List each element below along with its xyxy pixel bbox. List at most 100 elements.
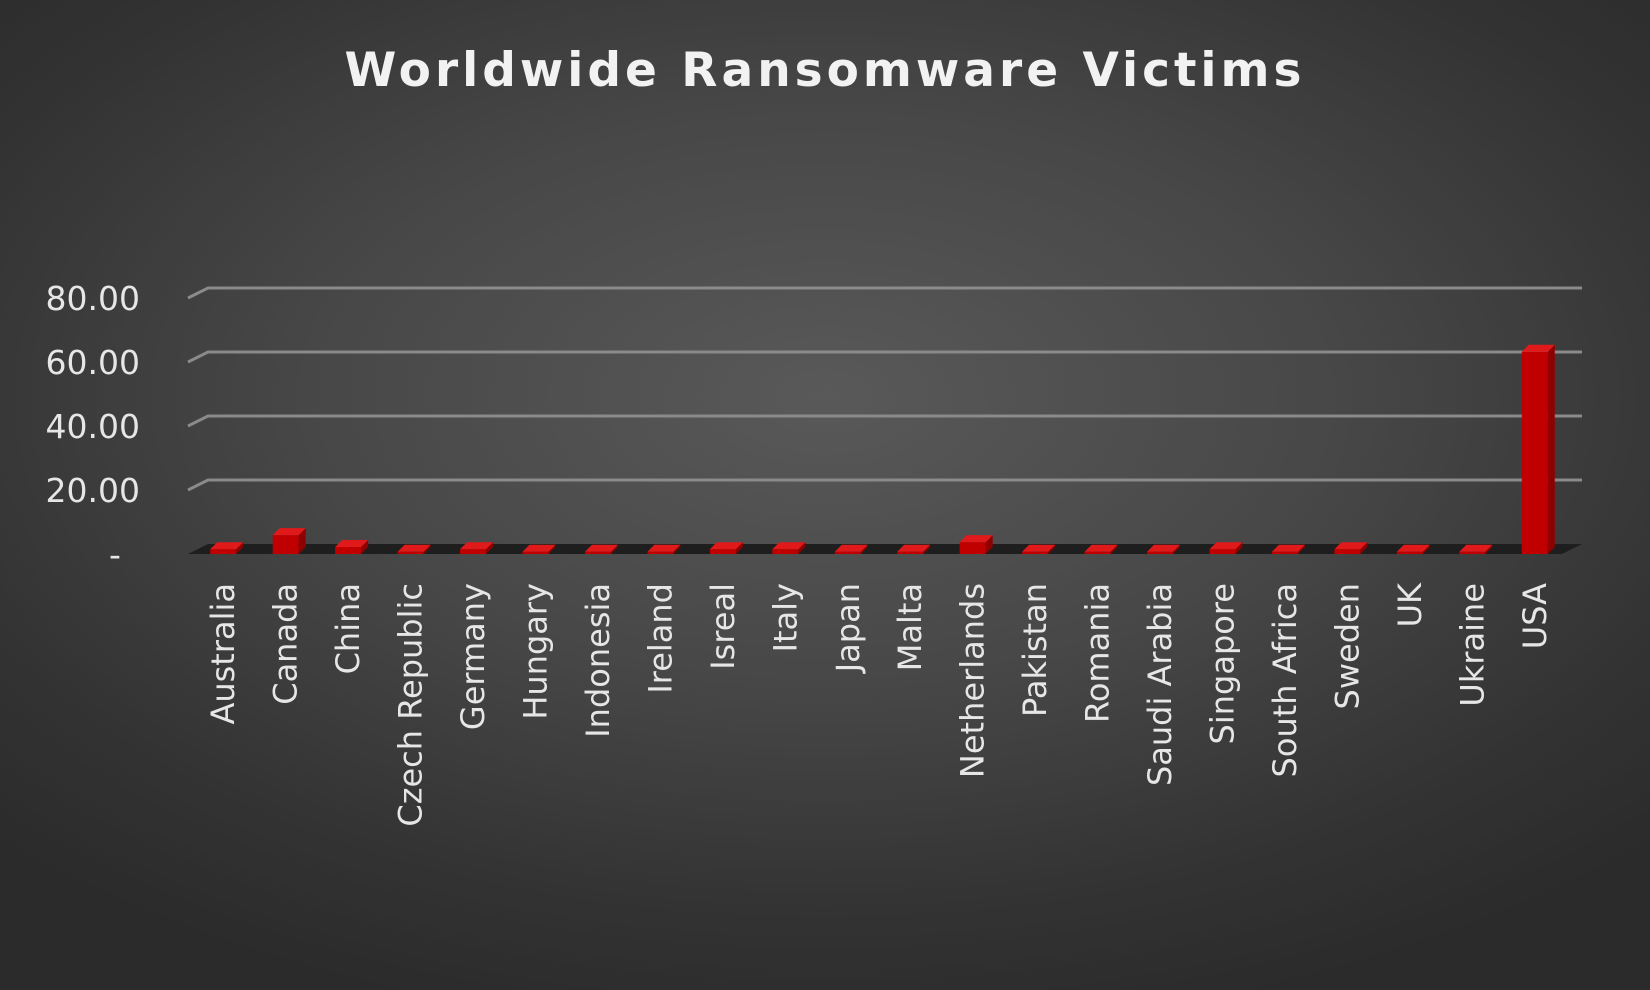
- bar-side: [798, 542, 806, 554]
- gridline: [187, 286, 1582, 300]
- bar-top: [897, 544, 931, 552]
- bar-side: [1297, 544, 1305, 554]
- bar-front: [460, 549, 487, 554]
- bar: [1147, 544, 1181, 554]
- bar: [272, 528, 306, 554]
- bar-side: [673, 544, 681, 554]
- bar-side: [610, 544, 618, 554]
- bar-side: [1360, 542, 1368, 554]
- bar-top: [1271, 544, 1305, 552]
- x-axis-category-labels: Australia Canada China Czech Republic German…: [204, 582, 1554, 827]
- bar-top: [1147, 544, 1181, 552]
- bar-side: [1110, 544, 1118, 554]
- bar-side: [860, 544, 868, 554]
- x-tick-label: Singapore: [1204, 583, 1242, 744]
- bar: [460, 542, 494, 554]
- bar-side: [1048, 544, 1056, 554]
- bar-front: [647, 551, 674, 554]
- bar: [210, 542, 244, 554]
- bar-front: [772, 549, 799, 554]
- bar: [647, 544, 681, 554]
- x-tick-label: Canada: [267, 583, 305, 705]
- bar-front: [335, 546, 362, 554]
- bar-front: [397, 551, 424, 554]
- bar-front: [1334, 549, 1361, 554]
- bar-front: [272, 535, 299, 554]
- bar-front: [1396, 551, 1423, 554]
- bar-top: [335, 539, 369, 547]
- bar-front: [1459, 551, 1486, 554]
- x-tick-label: Czech Republic: [392, 583, 430, 827]
- bar: [1334, 542, 1368, 554]
- x-tick-label: Saudi Arabia: [1141, 583, 1179, 786]
- bar-front: [1271, 551, 1298, 554]
- bar: [1084, 544, 1118, 554]
- bar: [772, 542, 806, 554]
- gridline: [187, 350, 1582, 364]
- bar: [584, 544, 618, 554]
- bar: [959, 535, 993, 554]
- bar-front: [1084, 551, 1111, 554]
- x-tick-label: Ukraine: [1453, 583, 1491, 707]
- x-tick-label: China: [329, 583, 367, 674]
- x-tick-label: Japan: [829, 583, 867, 674]
- x-tick-label: UK: [1391, 582, 1429, 627]
- bar-side: [1485, 544, 1493, 554]
- bar-top: [834, 544, 868, 552]
- gridline: [187, 478, 1582, 492]
- x-tick-label: Italy: [766, 583, 804, 652]
- y-tick-label: 40.00: [46, 407, 140, 446]
- bar-top: [522, 544, 556, 552]
- bar-front: [959, 542, 986, 554]
- x-tick-label: Isreal: [704, 583, 742, 670]
- bar-front: [1209, 549, 1236, 554]
- x-tick-label: Sweden: [1328, 583, 1366, 709]
- x-tick-label: Ireland: [641, 583, 679, 694]
- bar-front: [522, 551, 549, 554]
- bar-side: [1173, 544, 1181, 554]
- bar-front: [1147, 551, 1174, 554]
- bar-top: [1022, 544, 1056, 552]
- bar-top: [460, 542, 494, 550]
- bar-top: [1396, 544, 1430, 552]
- bar: [834, 544, 868, 554]
- bar: [1209, 542, 1243, 554]
- chart-floor: [188, 544, 1582, 554]
- gridlines: [187, 286, 1582, 554]
- bar-front: [210, 549, 237, 554]
- bar-front: [834, 551, 861, 554]
- bars: [210, 344, 1555, 554]
- bar-side: [486, 542, 494, 554]
- bar-top: [210, 542, 244, 550]
- x-tick-label: Hungary: [517, 583, 555, 720]
- y-tick-label: 60.00: [46, 343, 140, 382]
- y-tick-label: 20.00: [46, 471, 140, 510]
- bar-top: [1209, 542, 1243, 550]
- bar-top: [772, 542, 806, 550]
- bar-top: [1459, 544, 1493, 552]
- bar: [1022, 544, 1056, 554]
- bar-side: [236, 542, 244, 554]
- bar: [1521, 344, 1555, 554]
- x-tick-label: Romania: [1079, 583, 1117, 723]
- y-tick-label: -: [109, 535, 121, 574]
- bar-top: [1084, 544, 1118, 552]
- bar-top: [584, 544, 618, 552]
- bar-front: [1022, 551, 1049, 554]
- x-tick-label: Germany: [454, 583, 492, 730]
- bar-top: [959, 535, 993, 543]
- bar: [1271, 544, 1305, 554]
- bar-side: [423, 544, 431, 554]
- y-axis-tick-labels: - 20.00 40.00 60.00 80.00: [46, 279, 140, 574]
- x-tick-label: Australia: [204, 583, 242, 725]
- bar: [397, 544, 431, 554]
- bar-top: [272, 528, 306, 536]
- bar: [335, 539, 369, 554]
- bar-side: [1422, 544, 1430, 554]
- x-tick-label: South Africa: [1266, 583, 1304, 777]
- x-tick-label: Indonesia: [579, 583, 617, 738]
- bar-front: [1521, 351, 1548, 554]
- x-tick-label: Malta: [891, 583, 929, 671]
- x-tick-label: Pakistan: [1016, 583, 1054, 717]
